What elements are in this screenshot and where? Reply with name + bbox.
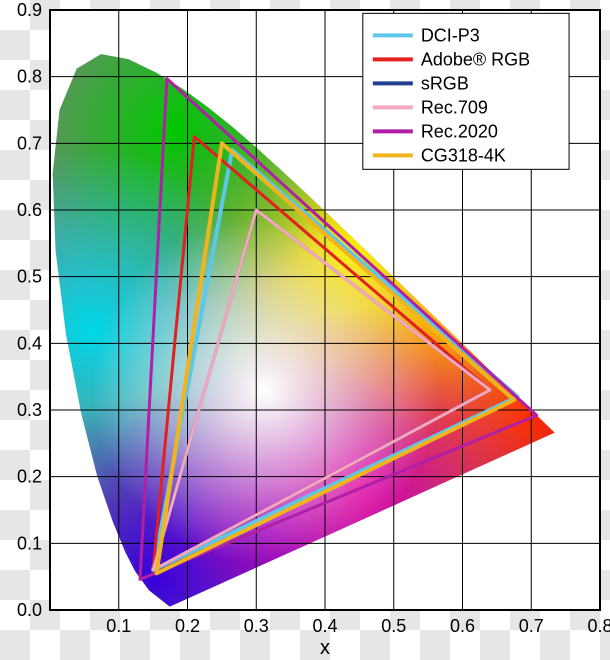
legend-label: Rec.709 [421, 97, 488, 117]
x-tick-label: 0.7 [519, 616, 544, 636]
x-tick-label: 0.5 [381, 616, 406, 636]
y-tick-label: 0.7 [17, 133, 42, 153]
y-tick-label: 0.8 [17, 67, 42, 87]
y-tick-label: 0.0 [17, 600, 42, 620]
chart-container: 0.0 0.1 0.2 0.3 0.4 0.5 0.6 0.7 0.8 0.9 0.1 0.2 0.3 0… [0, 0, 610, 660]
x-tick-label: 0.2 [175, 616, 200, 636]
y-tick-label: 0.6 [17, 200, 42, 220]
y-tick-label: 0.1 [17, 533, 42, 553]
x-tick-label: 0.8 [587, 616, 610, 636]
legend-label: DCI-P3 [421, 25, 480, 45]
y-tick-label: 0.2 [17, 467, 42, 487]
legend-label: CG318-4K [421, 145, 506, 165]
x-tick-label: 0.3 [244, 616, 269, 636]
x-tick-label: 0.1 [106, 616, 131, 636]
y-tick-label: 0.4 [17, 333, 42, 353]
y-tick-label: 0.3 [17, 400, 42, 420]
legend-label: sRGB [421, 73, 469, 93]
x-axis-title: x [320, 637, 330, 659]
x-tick-label: 0.4 [312, 616, 337, 636]
chromaticity-chart: 0.0 0.1 0.2 0.3 0.4 0.5 0.6 0.7 0.8 0.9 0.1 0.2 0.3 0… [0, 0, 610, 660]
legend-label: Adobe® RGB [421, 49, 530, 69]
y-tick-label: 0.5 [17, 267, 42, 287]
legend-label: Rec.2020 [421, 121, 498, 141]
legend: DCI-P3 Adobe® RGB sRGB Rec.709 Rec.2020 CG318… [363, 13, 569, 169]
x-tick-label: 0.6 [450, 616, 475, 636]
y-tick-label: 0.9 [17, 0, 42, 20]
